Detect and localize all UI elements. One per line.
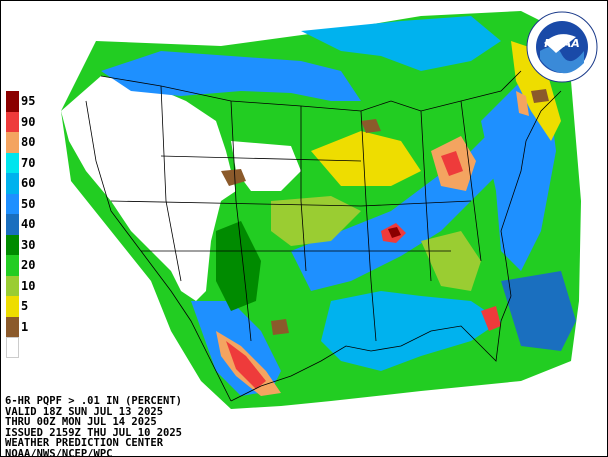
- svg-text:NOAA: NOAA: [544, 37, 580, 50]
- caption-line-valid: VALID 18Z SUN JUL 13 2025: [5, 405, 164, 418]
- dry-region-plains: [231, 141, 301, 191]
- core-arizona-inner: [226, 341, 266, 389]
- legend-row: 70: [6, 152, 46, 173]
- fringe-montana: [221, 169, 246, 186]
- legend-swatch: [6, 193, 19, 214]
- legend-swatch: [6, 316, 19, 337]
- legend-row: 10: [6, 275, 46, 296]
- caption-line-thru: THRU 00Z MON JUL 14 2025: [5, 416, 157, 429]
- legend-swatch: [6, 132, 19, 153]
- band-rockies: [216, 221, 261, 311]
- core-northeast: [516, 91, 529, 116]
- band-northern-border: [101, 51, 361, 101]
- fringe-michigan: [361, 119, 381, 133]
- caption-line-center: WEATHER PREDICTION CENTER: [5, 437, 164, 450]
- legend-label: 20: [21, 258, 36, 272]
- legend-row: 90: [6, 111, 46, 132]
- fringe-maine: [531, 89, 549, 103]
- noaa-logo: NOAA: [526, 11, 598, 83]
- legend-swatch: [6, 91, 19, 112]
- zone-plains-low: [271, 196, 361, 246]
- legend-label: 5: [21, 299, 29, 313]
- core-florida: [481, 306, 501, 331]
- band-atlantic: [501, 271, 576, 351]
- legend-row: 40: [6, 214, 46, 235]
- band-canada: [301, 16, 501, 71]
- fringe-texas: [271, 319, 289, 335]
- band-gulf: [321, 291, 501, 371]
- legend-swatch: [6, 111, 19, 132]
- probability-legend: 95 90 80 70 60 50 40 30 20 10 5 1: [6, 91, 46, 358]
- legend-label: 50: [21, 196, 36, 211]
- product-caption: 6-HR PQPF > .01 IN (PERCENT) VALID 18Z S…: [5, 395, 183, 457]
- legend-swatch: [6, 152, 19, 173]
- legend-row: 1: [6, 316, 46, 337]
- legend-row: 50: [6, 193, 46, 214]
- legend-row: 5: [6, 296, 46, 317]
- legend-row: 95: [6, 91, 46, 112]
- caption-line-agency: NOAA/NWS/NCEP/WPC: [5, 447, 113, 457]
- legend-label: 90: [21, 114, 36, 129]
- band-east-coast: [481, 71, 556, 271]
- caption-line-product: 6-HR PQPF > .01 IN (PERCENT): [5, 395, 183, 407]
- zone-great-lakes: [311, 131, 421, 186]
- legend-swatch: [6, 214, 19, 235]
- legend-label: 10: [21, 278, 36, 293]
- legend-label: 60: [21, 176, 36, 190]
- political-boundaries: [85, 70, 562, 402]
- legend-swatch: [6, 173, 19, 194]
- legend-row: 20: [6, 255, 46, 276]
- legend-row: 30: [6, 234, 46, 255]
- legend-row: [6, 337, 46, 358]
- legend-swatch: [6, 234, 19, 255]
- dry-region-west: [61, 76, 236, 301]
- legend-row: 60: [6, 173, 46, 194]
- core-missouri-max: [388, 227, 401, 238]
- legend-label: 1: [21, 319, 29, 334]
- legend-swatch: [6, 337, 19, 358]
- zone-southeast: [421, 231, 481, 291]
- legend-swatch: [6, 255, 19, 276]
- caption-line-issued: ISSUED 2159Z THU JUL 10 2025: [5, 426, 183, 439]
- core-ohio-inner: [441, 151, 463, 176]
- legend-swatch: [6, 275, 19, 296]
- legend-label: 95: [21, 94, 36, 108]
- legend-label: 70: [21, 155, 36, 170]
- legend-label: 40: [21, 217, 36, 231]
- legend-row: 80: [6, 132, 46, 153]
- legend-swatch: [6, 296, 19, 317]
- legend-label: 30: [21, 237, 36, 252]
- legend-label: 80: [21, 135, 36, 149]
